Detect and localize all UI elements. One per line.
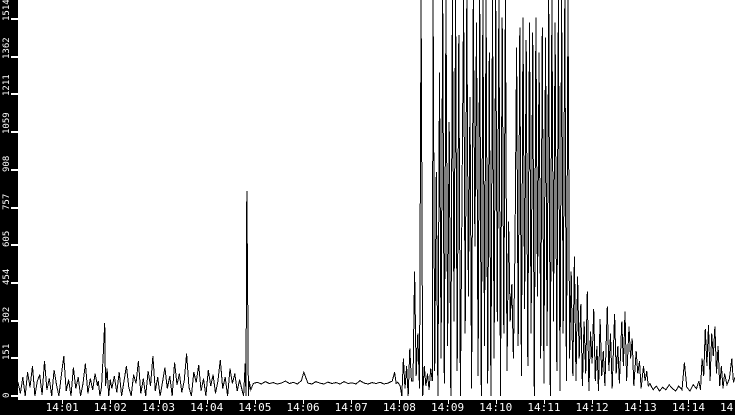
x-tick-mark: [62, 400, 64, 404]
x-tick-label: 14:11: [527, 401, 561, 414]
x-tick-label: 14:03: [141, 401, 176, 414]
x-tick-label: 14:07: [334, 401, 368, 414]
x-tick-label: 14:08: [382, 401, 416, 414]
y-tick-mark: [11, 319, 18, 322]
x-tick-mark: [447, 400, 449, 404]
y-tick-mark: [11, 395, 18, 397]
x-tick-label: 14:09: [430, 401, 465, 414]
y-tick-mark: [11, 93, 18, 96]
y-tick-mark: [11, 357, 18, 360]
x-tick-label: 14:13: [623, 401, 657, 414]
x-tick-mark: [351, 400, 353, 404]
x-tick-mark: [399, 400, 401, 404]
y-tick-mark: [11, 244, 18, 247]
x-tick-mark: [640, 400, 642, 404]
y-tick-mark: [11, 206, 18, 209]
x-tick-label: 14:10: [479, 401, 513, 414]
x-tick-label: 14:06: [286, 401, 320, 414]
x-tick-mark: [495, 400, 497, 404]
x-tick-mark: [688, 400, 690, 404]
y-tick-mark: [11, 168, 18, 171]
x-tick-label: 14:05: [238, 401, 272, 414]
x-tick-mark: [110, 400, 112, 404]
chart-plot-area: [17, 0, 735, 397]
y-tick-mark: [11, 55, 18, 58]
x-axis-strip: 14:01 14:02 14:03 14:04 14:05 14:06 14:07 14:08…: [0, 400, 735, 415]
x-tick-label: 14:04: [190, 401, 224, 414]
x-tick-mark: [303, 400, 305, 404]
x-tick-mark: [543, 400, 545, 404]
x-tick-label: 14:12: [575, 401, 609, 414]
x-tick-mark: [206, 400, 208, 404]
x-tick-label: 14:02: [93, 401, 127, 414]
x-tick-mark: [254, 400, 256, 404]
y-tick-mark: [11, 281, 18, 284]
x-tick-label: 14:01: [45, 401, 79, 414]
y-axis-strip: 0 151 302 454 605 757 908 1059 1211 1362 1514: [0, 0, 18, 415]
x-tick-label: 14:14: [671, 401, 705, 414]
y-tick-mark: [11, 131, 18, 134]
x-tick-mark: [158, 400, 160, 404]
y-tick-mark: [11, 18, 18, 20]
series-line: [17, 0, 735, 397]
x-tick-label: 14:15: [720, 401, 735, 414]
x-tick-mark: [592, 400, 594, 404]
